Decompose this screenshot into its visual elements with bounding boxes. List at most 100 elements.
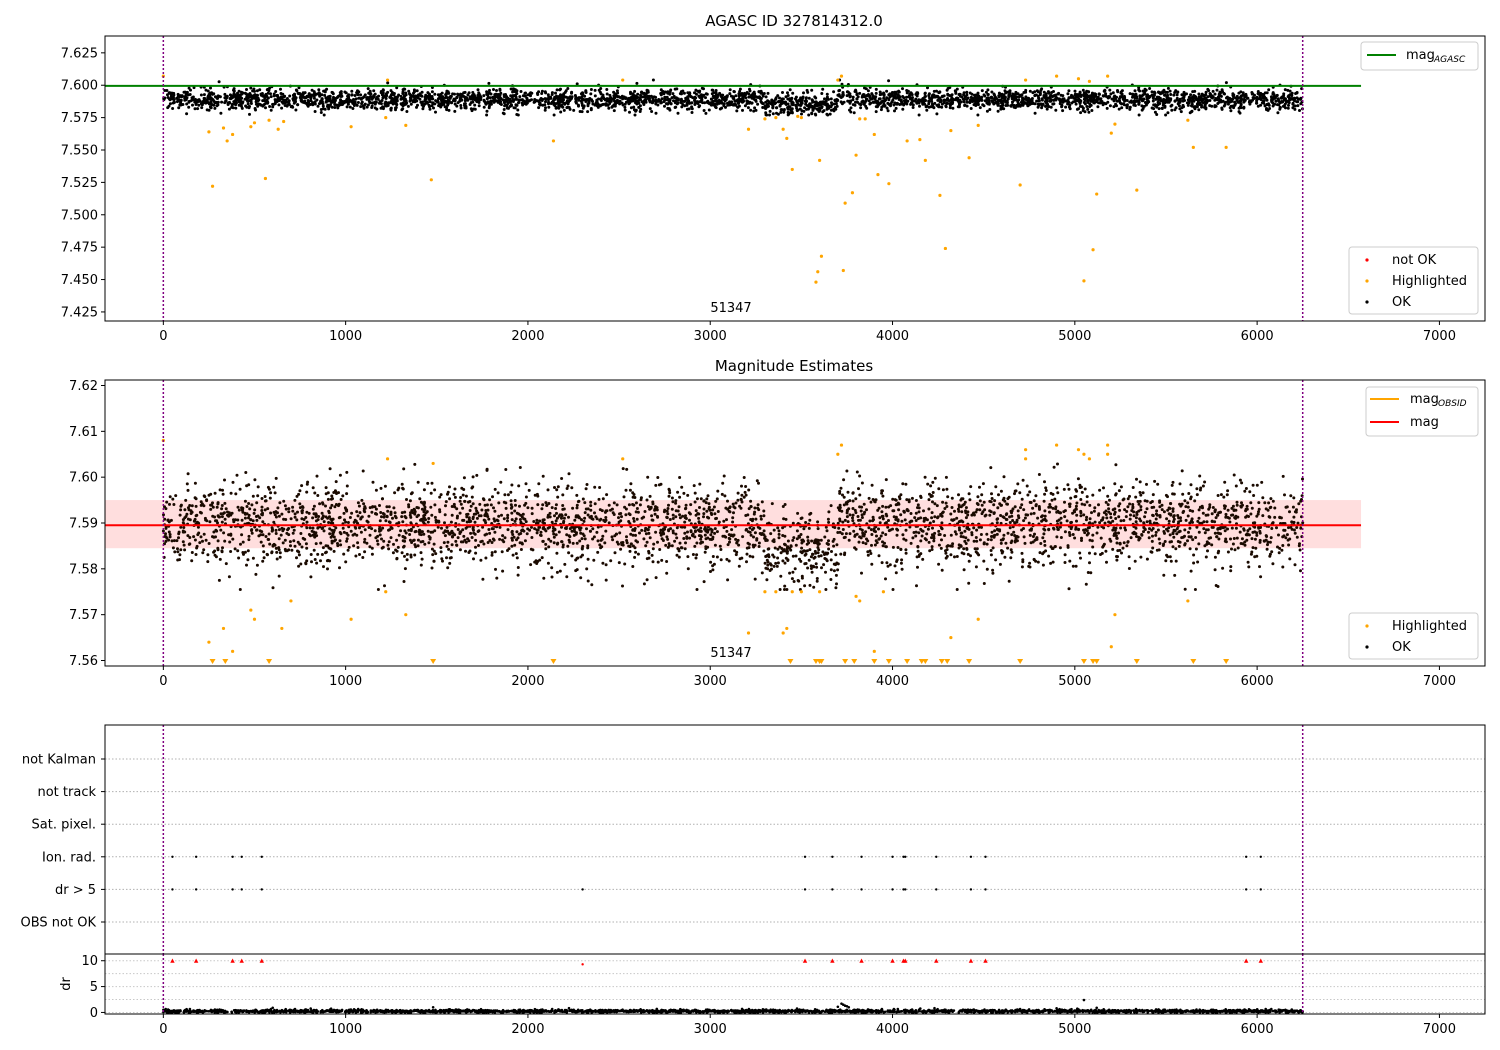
ok-point (555, 101, 559, 105)
ok-point (582, 104, 586, 108)
ok-point (876, 99, 879, 103)
ok-point (236, 505, 240, 509)
ok-point (1242, 105, 1246, 109)
ok-point (562, 93, 565, 97)
ok-point (1085, 500, 1089, 504)
ok-point (1021, 97, 1025, 101)
ok-point (202, 96, 206, 100)
ok-point (766, 91, 770, 95)
ok-point (180, 94, 184, 98)
ok-point (485, 97, 489, 101)
ok-point (167, 91, 171, 95)
ok-point (678, 495, 682, 499)
ok-point (240, 104, 243, 108)
ok-point (1124, 515, 1128, 519)
ok-point (647, 551, 651, 555)
ok-point (1250, 91, 1254, 94)
ok-point (1172, 492, 1176, 496)
ok-point (447, 99, 451, 103)
ok-point (1017, 98, 1021, 102)
ok-point (1098, 92, 1101, 96)
ok-point (972, 526, 976, 530)
ok-point (309, 95, 313, 99)
ok-point (541, 103, 545, 107)
ok-point (714, 89, 718, 92)
ok-point (230, 96, 234, 100)
ok-point (373, 100, 377, 104)
ok-point (332, 95, 335, 99)
ok-point (348, 105, 352, 109)
highlighted-point (781, 127, 785, 131)
ok-point (223, 501, 227, 505)
ok-point (519, 98, 523, 102)
ok-point (468, 96, 472, 100)
ok-point (650, 110, 654, 113)
ok-point (428, 107, 432, 111)
ok-point (510, 104, 513, 108)
ok-point (1196, 101, 1200, 105)
ok-point (1035, 89, 1039, 93)
ok-point (668, 98, 672, 102)
ok-point (1044, 486, 1048, 490)
ok-point (278, 551, 282, 555)
ok-point (627, 96, 631, 100)
ok-point (604, 563, 608, 567)
ok-point (319, 111, 323, 114)
ok-point (537, 90, 541, 94)
ok-point (513, 106, 517, 110)
ok-point (339, 543, 343, 547)
ok-point (1173, 99, 1177, 103)
ok-point (279, 95, 283, 99)
ok-point (663, 98, 667, 102)
ok-point (1202, 94, 1206, 98)
highlighted-point (221, 126, 226, 130)
ok-point (824, 570, 827, 574)
ok-point (1228, 97, 1232, 100)
ok-point (1197, 516, 1201, 520)
ok-point (1217, 95, 1220, 99)
ok-point (740, 100, 744, 104)
ok-point (234, 106, 238, 110)
ok-point (421, 107, 425, 111)
ok-point (759, 514, 763, 518)
ok-point (1285, 533, 1289, 537)
ok-point (768, 113, 771, 117)
ok-point (1064, 105, 1068, 109)
ok-point (281, 541, 285, 545)
x-tick-label: 1000 (329, 329, 362, 344)
ok-point (1183, 528, 1187, 532)
ok-point (409, 102, 413, 106)
ok-point (1133, 104, 1137, 107)
ok-point (949, 512, 953, 516)
ok-point (1018, 103, 1022, 107)
ok-point (585, 483, 589, 486)
ok-point (409, 98, 413, 102)
ok-point (810, 112, 814, 116)
ok-point (903, 518, 907, 522)
ok-point (335, 96, 339, 100)
ok-point (456, 92, 460, 96)
ok-point (776, 526, 780, 530)
ok-point (418, 97, 422, 101)
ok-point (1178, 99, 1182, 103)
ok-point (339, 90, 343, 94)
ok-point (983, 94, 987, 98)
ok-point (791, 101, 795, 105)
ok-point (1160, 107, 1164, 110)
ok-point (1280, 100, 1284, 104)
ok-point (974, 536, 978, 539)
ok-point (815, 579, 819, 583)
ok-point (213, 106, 217, 110)
ok-point (749, 499, 753, 503)
ok-point (261, 544, 265, 548)
ok-point (516, 566, 520, 569)
ok-point (443, 521, 446, 525)
ok-point (691, 96, 695, 100)
ok-point (602, 96, 605, 99)
ok-point (828, 112, 832, 116)
ok-point (771, 112, 775, 116)
ok-point (298, 489, 302, 493)
ok-point (1197, 108, 1201, 112)
ok-point (222, 531, 226, 535)
ok-point (1176, 102, 1180, 106)
